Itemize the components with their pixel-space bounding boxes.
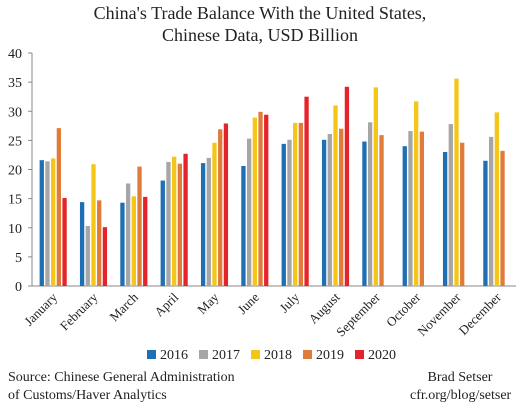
bar-2018-june xyxy=(252,117,257,286)
y-tick-label: 10 xyxy=(8,222,22,237)
y-tick-label: 40 xyxy=(8,47,22,62)
bar-2020-may xyxy=(223,123,229,286)
bar-2017-april xyxy=(166,161,171,286)
bar-2019-february xyxy=(97,200,102,286)
bar-2020-july xyxy=(304,96,309,286)
bar-2018-april xyxy=(172,156,177,286)
credit-line-1: Brad Setser xyxy=(427,370,493,385)
bar-2016-january xyxy=(39,160,44,286)
bar-2017-november xyxy=(448,124,453,286)
chart-title-line1: China's Trade Balance With the United St… xyxy=(93,3,427,23)
x-tick-label-september: September xyxy=(333,289,383,339)
bar-2016-november xyxy=(442,152,448,286)
bar-2017-may xyxy=(206,157,211,286)
legend-swatch-2016 xyxy=(147,350,156,359)
bar-2016-october xyxy=(402,146,407,286)
bar-2018-august xyxy=(333,105,338,286)
x-tick-label-january: January xyxy=(21,289,61,329)
y-tick-label: 30 xyxy=(8,105,22,120)
bar-2018-february xyxy=(91,164,96,286)
legend-swatch-2017 xyxy=(199,350,208,359)
bar-2017-july xyxy=(287,139,292,286)
bar-2016-june xyxy=(241,166,246,286)
bar-2018-january xyxy=(51,158,56,286)
x-tick-label-march: March xyxy=(106,289,141,324)
author-credit: Brad Setser cfr.org/blog/setser xyxy=(410,369,512,405)
bar-2020-january xyxy=(62,198,67,286)
bar-2019-december xyxy=(500,150,505,286)
bar-2019-november xyxy=(460,142,465,286)
bar-2018-november xyxy=(454,78,459,286)
bar-2019-september xyxy=(379,135,384,286)
bar-2016-april xyxy=(160,180,165,286)
bar-2016-may xyxy=(200,163,206,286)
bar-2017-june xyxy=(246,138,252,286)
x-tick-label-november: November xyxy=(414,289,464,339)
bar-2016-march xyxy=(120,202,125,286)
x-tick-label-august: August xyxy=(305,289,342,326)
bar-2018-july xyxy=(293,122,298,287)
legend-swatch-2018 xyxy=(251,350,260,359)
bar-2018-september xyxy=(373,87,378,287)
x-tick-label-july: July xyxy=(276,289,302,315)
legend-label-2018: 2018 xyxy=(264,348,292,363)
bar-2018-may xyxy=(212,142,217,286)
source-line-2: of Customs/Haver Analytics xyxy=(8,388,167,403)
y-tick-label: 5 xyxy=(15,251,22,266)
bar-2017-september xyxy=(367,122,373,286)
bar-2019-october xyxy=(419,131,425,286)
x-tick-label-december: December xyxy=(456,289,505,338)
y-tick-label: 15 xyxy=(8,193,22,208)
bar-2017-march xyxy=(125,183,131,286)
legend-label-2017: 2017 xyxy=(212,348,240,363)
x-tick-label-april: April xyxy=(151,289,181,319)
bar-2018-december xyxy=(494,112,499,286)
legend-swatch-2020 xyxy=(355,350,364,359)
bar-2020-august xyxy=(344,86,350,286)
bar-2019-july xyxy=(298,122,304,287)
legend-label-2016: 2016 xyxy=(160,348,188,363)
bar-2016-february xyxy=(79,202,85,286)
bar-2019-may xyxy=(218,129,223,286)
bar-2018-march xyxy=(131,196,136,286)
bar-2020-march xyxy=(143,196,148,286)
bar-2017-february xyxy=(85,226,90,286)
bar-2018-october xyxy=(414,101,419,286)
bar-2017-october xyxy=(408,131,413,286)
bar-2020-june xyxy=(264,114,269,287)
bar-2019-august xyxy=(339,128,344,286)
y-tick-label: 0 xyxy=(15,280,22,295)
source-note: Source: Chinese General Administration o… xyxy=(8,369,235,405)
bar-2016-august xyxy=(321,139,327,286)
legend-label-2019: 2019 xyxy=(316,348,344,363)
bar-2019-april xyxy=(177,163,183,286)
bar-2016-september xyxy=(362,141,367,286)
x-tick-label-june: June xyxy=(234,289,262,317)
chart-title: China's Trade Balance With the United St… xyxy=(0,2,520,46)
legend-label-2020: 2020 xyxy=(368,348,396,363)
bar-2016-december xyxy=(483,160,488,286)
bar-2017-january xyxy=(45,161,50,286)
y-tick-label: 20 xyxy=(8,164,22,179)
legend-swatch-2019 xyxy=(303,350,312,359)
bar-2019-january xyxy=(56,128,62,286)
bar-2019-june xyxy=(258,111,263,287)
bar-2019-march xyxy=(137,166,142,286)
bar-2017-december xyxy=(488,136,494,286)
x-tick-label-may: May xyxy=(194,289,222,317)
x-tick-label-february: February xyxy=(57,289,101,333)
bar-2017-august xyxy=(327,133,332,286)
bar-2016-july xyxy=(281,143,286,286)
credit-line-2: cfr.org/blog/setser xyxy=(410,388,512,403)
y-tick-label: 25 xyxy=(8,134,22,149)
bar-2020-february xyxy=(102,227,108,286)
chart-subtitle: Chinese Data, USD Billion xyxy=(162,25,358,45)
bar-2020-april xyxy=(183,153,188,286)
source-line-1: Source: Chinese General Administration xyxy=(8,370,235,385)
y-tick-label: 35 xyxy=(8,76,22,91)
